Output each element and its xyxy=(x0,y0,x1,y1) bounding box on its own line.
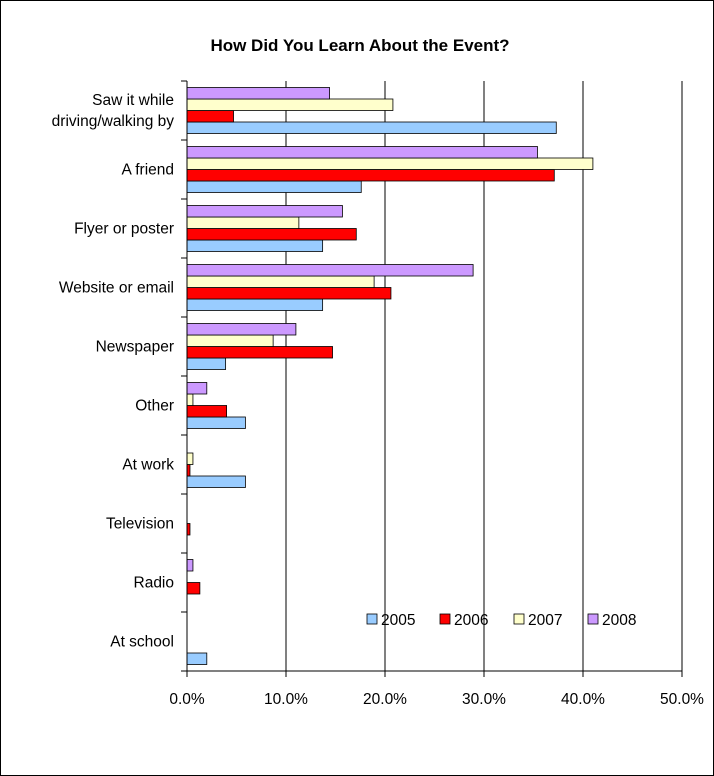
bar-2006-5 xyxy=(187,347,333,359)
bar-2008-3 xyxy=(187,206,342,218)
bar-2006-2 xyxy=(187,170,554,182)
bar-2008-2 xyxy=(187,147,537,159)
bar-2005-7 xyxy=(187,476,245,488)
x-tick-label: 30.0% xyxy=(462,691,506,708)
category-label: Television xyxy=(106,516,174,533)
legend-label-2006: 2006 xyxy=(454,612,488,629)
legend-label-2008: 2008 xyxy=(602,612,636,629)
bar-2008-1 xyxy=(187,88,330,100)
bar-2006-3 xyxy=(187,229,356,241)
bar-2005-2 xyxy=(187,181,361,193)
bar-2008-4 xyxy=(187,265,473,277)
bar-2005-4 xyxy=(187,299,323,311)
x-tick-label: 50.0% xyxy=(660,691,704,708)
legend-swatch-2007 xyxy=(514,614,524,624)
bar-2006-6 xyxy=(187,406,227,418)
bar-2007-5 xyxy=(187,335,273,347)
bar-2005-5 xyxy=(187,358,226,370)
bar-2005-1 xyxy=(187,122,556,134)
bar-2006-4 xyxy=(187,288,391,300)
bar-2006-9 xyxy=(187,583,200,595)
chart-title: How Did You Learn About the Event? xyxy=(210,36,509,55)
category-label: Saw it while driving/walking by xyxy=(52,92,175,130)
bar-2005-10 xyxy=(187,653,207,665)
bar-2008-6 xyxy=(187,383,207,395)
category-label: Newspaper xyxy=(96,339,174,356)
bar-2005-3 xyxy=(187,240,323,252)
category-label: Flyer or poster xyxy=(74,221,174,238)
legend-swatch-2008 xyxy=(588,614,598,624)
category-labels: Saw it while driving/walking by A friend Fl… xyxy=(52,92,175,651)
category-label: Website or email xyxy=(59,280,174,297)
bar-2007-7 xyxy=(187,453,193,465)
bar-2007-6 xyxy=(187,394,193,406)
category-label: A friend xyxy=(121,162,174,179)
bar-2008-5 xyxy=(187,324,296,336)
bar-2007-4 xyxy=(187,276,374,288)
bar-2007-1 xyxy=(187,99,393,111)
bar-2008-9 xyxy=(187,560,193,572)
x-tick-labels: 0.0% 10.0% 20.0% 30.0% 40.0% 50.0% xyxy=(169,691,704,708)
category-label: Radio xyxy=(134,575,175,592)
legend-label-2005: 2005 xyxy=(381,612,415,629)
category-label: At school xyxy=(110,634,174,651)
legend-swatch-2005 xyxy=(367,614,377,624)
bar-2007-3 xyxy=(187,217,299,229)
bar-2007-2 xyxy=(187,158,593,170)
legend-swatch-2006 xyxy=(440,614,450,624)
x-tick-label: 20.0% xyxy=(363,691,407,708)
legend: 2005 2006 2007 2008 xyxy=(367,612,636,629)
bar-2005-6 xyxy=(187,417,245,429)
x-tick-label: 40.0% xyxy=(561,691,605,708)
bars xyxy=(187,88,593,665)
category-label: At work xyxy=(122,457,174,474)
x-tick-label: 0.0% xyxy=(169,691,205,708)
bar-2006-1 xyxy=(187,111,234,123)
x-tick-label: 10.0% xyxy=(264,691,308,708)
legend-label-2007: 2007 xyxy=(528,612,562,629)
category-label: Other xyxy=(135,398,174,415)
